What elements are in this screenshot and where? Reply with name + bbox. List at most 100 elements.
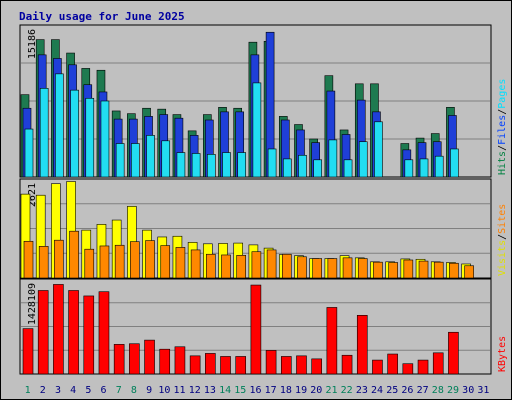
legend-item-1: / (497, 234, 508, 240)
bar-kbytes-day-26 (402, 363, 414, 375)
bar-pages-day-20 (313, 159, 322, 178)
day-label-4: 4 (70, 385, 76, 396)
bar-sites-day-8 (130, 241, 140, 279)
bar-pages-day-3 (55, 73, 64, 178)
bar-kbytes-day-20 (311, 358, 322, 375)
bar-kbytes-day-29 (448, 331, 459, 375)
bar-sites-day-14 (221, 254, 231, 279)
bar-sites-day-10 (160, 245, 171, 279)
bar-sites-day-27 (418, 260, 429, 279)
bar-pages-day-23 (358, 141, 368, 178)
bar-pages-day-26 (404, 159, 414, 178)
bar-sites-day-11 (175, 247, 186, 279)
day-label-5: 5 (85, 385, 91, 396)
bar-sites-day-12 (190, 249, 201, 279)
bar-kbytes-day-2 (37, 290, 49, 375)
ymax-label-kbytes: 1428109 (27, 283, 38, 325)
day-label-9: 9 (146, 385, 152, 396)
bar-kbytes-day-6 (98, 291, 110, 375)
bar-pages-day-22 (343, 159, 353, 178)
bar-kbytes-day-14 (220, 356, 231, 375)
bar-sites-day-5 (84, 248, 95, 279)
bar-kbytes-day-17 (265, 350, 277, 375)
bar-sites-day-16 (251, 251, 262, 279)
bar-pages-day-11 (176, 152, 186, 178)
bar-sites-day-9 (145, 240, 155, 279)
day-label-11: 11 (174, 385, 186, 396)
bar-sites-day-3 (54, 239, 64, 279)
bar-kbytes-day-7 (113, 344, 125, 375)
day-label-17: 17 (265, 385, 277, 396)
bar-kbytes-day-9 (144, 339, 155, 375)
legend-hits-files-pages: Hits/Files/Pages (497, 79, 508, 175)
bar-pages-day-10 (161, 140, 171, 178)
bar-sites-day-6 (99, 245, 110, 279)
day-label-13: 13 (204, 385, 216, 396)
bar-pages-day-9 (146, 135, 155, 178)
bar-pages-day-5 (85, 97, 95, 178)
day-label-19: 19 (295, 385, 307, 396)
bar-sites-day-25 (388, 262, 398, 279)
bar-kbytes-day-24 (372, 359, 383, 375)
bar-kbytes-day-15 (235, 356, 247, 375)
legend-item-4: Pages (497, 79, 508, 109)
bar-pages-day-13 (207, 154, 216, 178)
legend-item-0: KBytes (497, 336, 508, 372)
bar-pages-day-14 (222, 152, 231, 178)
day-label-3: 3 (55, 385, 61, 396)
bar-kbytes-day-16 (250, 284, 262, 375)
day-label-20: 20 (310, 385, 322, 396)
legend-item-2: Sites (497, 204, 508, 234)
bar-sites-day-30 (464, 265, 474, 279)
bar-sites-day-7 (114, 244, 125, 279)
bar-sites-day-26 (403, 259, 414, 279)
day-label-23: 23 (356, 385, 368, 396)
bar-kbytes-day-13 (205, 353, 216, 375)
bar-kbytes-day-25 (387, 353, 398, 375)
day-label-25: 25 (386, 385, 398, 396)
bar-kbytes-day-23 (356, 315, 368, 375)
bar-pages-day-2 (39, 88, 49, 178)
bar-sites-day-20 (312, 258, 322, 279)
bar-sites-day-18 (281, 253, 292, 279)
day-label-28: 28 (432, 385, 444, 396)
bar-sites-day-1 (23, 240, 34, 279)
legend-item-0: Visits (497, 240, 508, 276)
bar-pages-day-12 (191, 153, 201, 178)
bar-kbytes-day-21 (326, 307, 338, 375)
bar-pages-day-1 (24, 128, 34, 178)
bar-pages-day-18 (282, 158, 292, 178)
day-label-8: 8 (131, 385, 137, 396)
bar-pages-day-8 (131, 143, 140, 178)
bar-sites-day-23 (357, 258, 368, 279)
ymax-label-visits-sites: 2621 (27, 183, 38, 207)
day-label-21: 21 (325, 385, 337, 396)
bar-pages-day-6 (100, 100, 110, 178)
day-label-15: 15 (234, 385, 246, 396)
bar-kbytes-day-22 (341, 354, 353, 375)
day-label-27: 27 (417, 385, 429, 396)
bar-sites-day-13 (206, 253, 216, 279)
bar-pages-day-15 (237, 152, 247, 178)
day-label-16: 16 (249, 385, 261, 396)
bar-sites-day-19 (297, 256, 307, 279)
bar-pages-day-21 (328, 139, 338, 178)
bar-sites-day-29 (449, 262, 459, 279)
day-label-14: 14 (219, 385, 231, 396)
legend-kbytes: KBytes (497, 336, 508, 372)
bar-sites-day-24 (373, 261, 383, 279)
bar-sites-day-15 (236, 255, 247, 279)
bar-sites-day-17 (266, 249, 277, 279)
bar-kbytes-day-5 (83, 295, 95, 375)
day-label-10: 10 (158, 385, 170, 396)
bar-sites-day-4 (69, 230, 79, 279)
bar-sites-day-21 (327, 258, 338, 279)
bar-pages-day-19 (298, 154, 307, 178)
day-label-7: 7 (116, 385, 122, 396)
bar-kbytes-day-1 (22, 328, 34, 375)
bar-kbytes-day-11 (174, 346, 186, 375)
bar-kbytes-day-28 (432, 352, 444, 375)
legend-item-1: / (497, 145, 508, 151)
bar-pages-day-16 (252, 82, 262, 178)
